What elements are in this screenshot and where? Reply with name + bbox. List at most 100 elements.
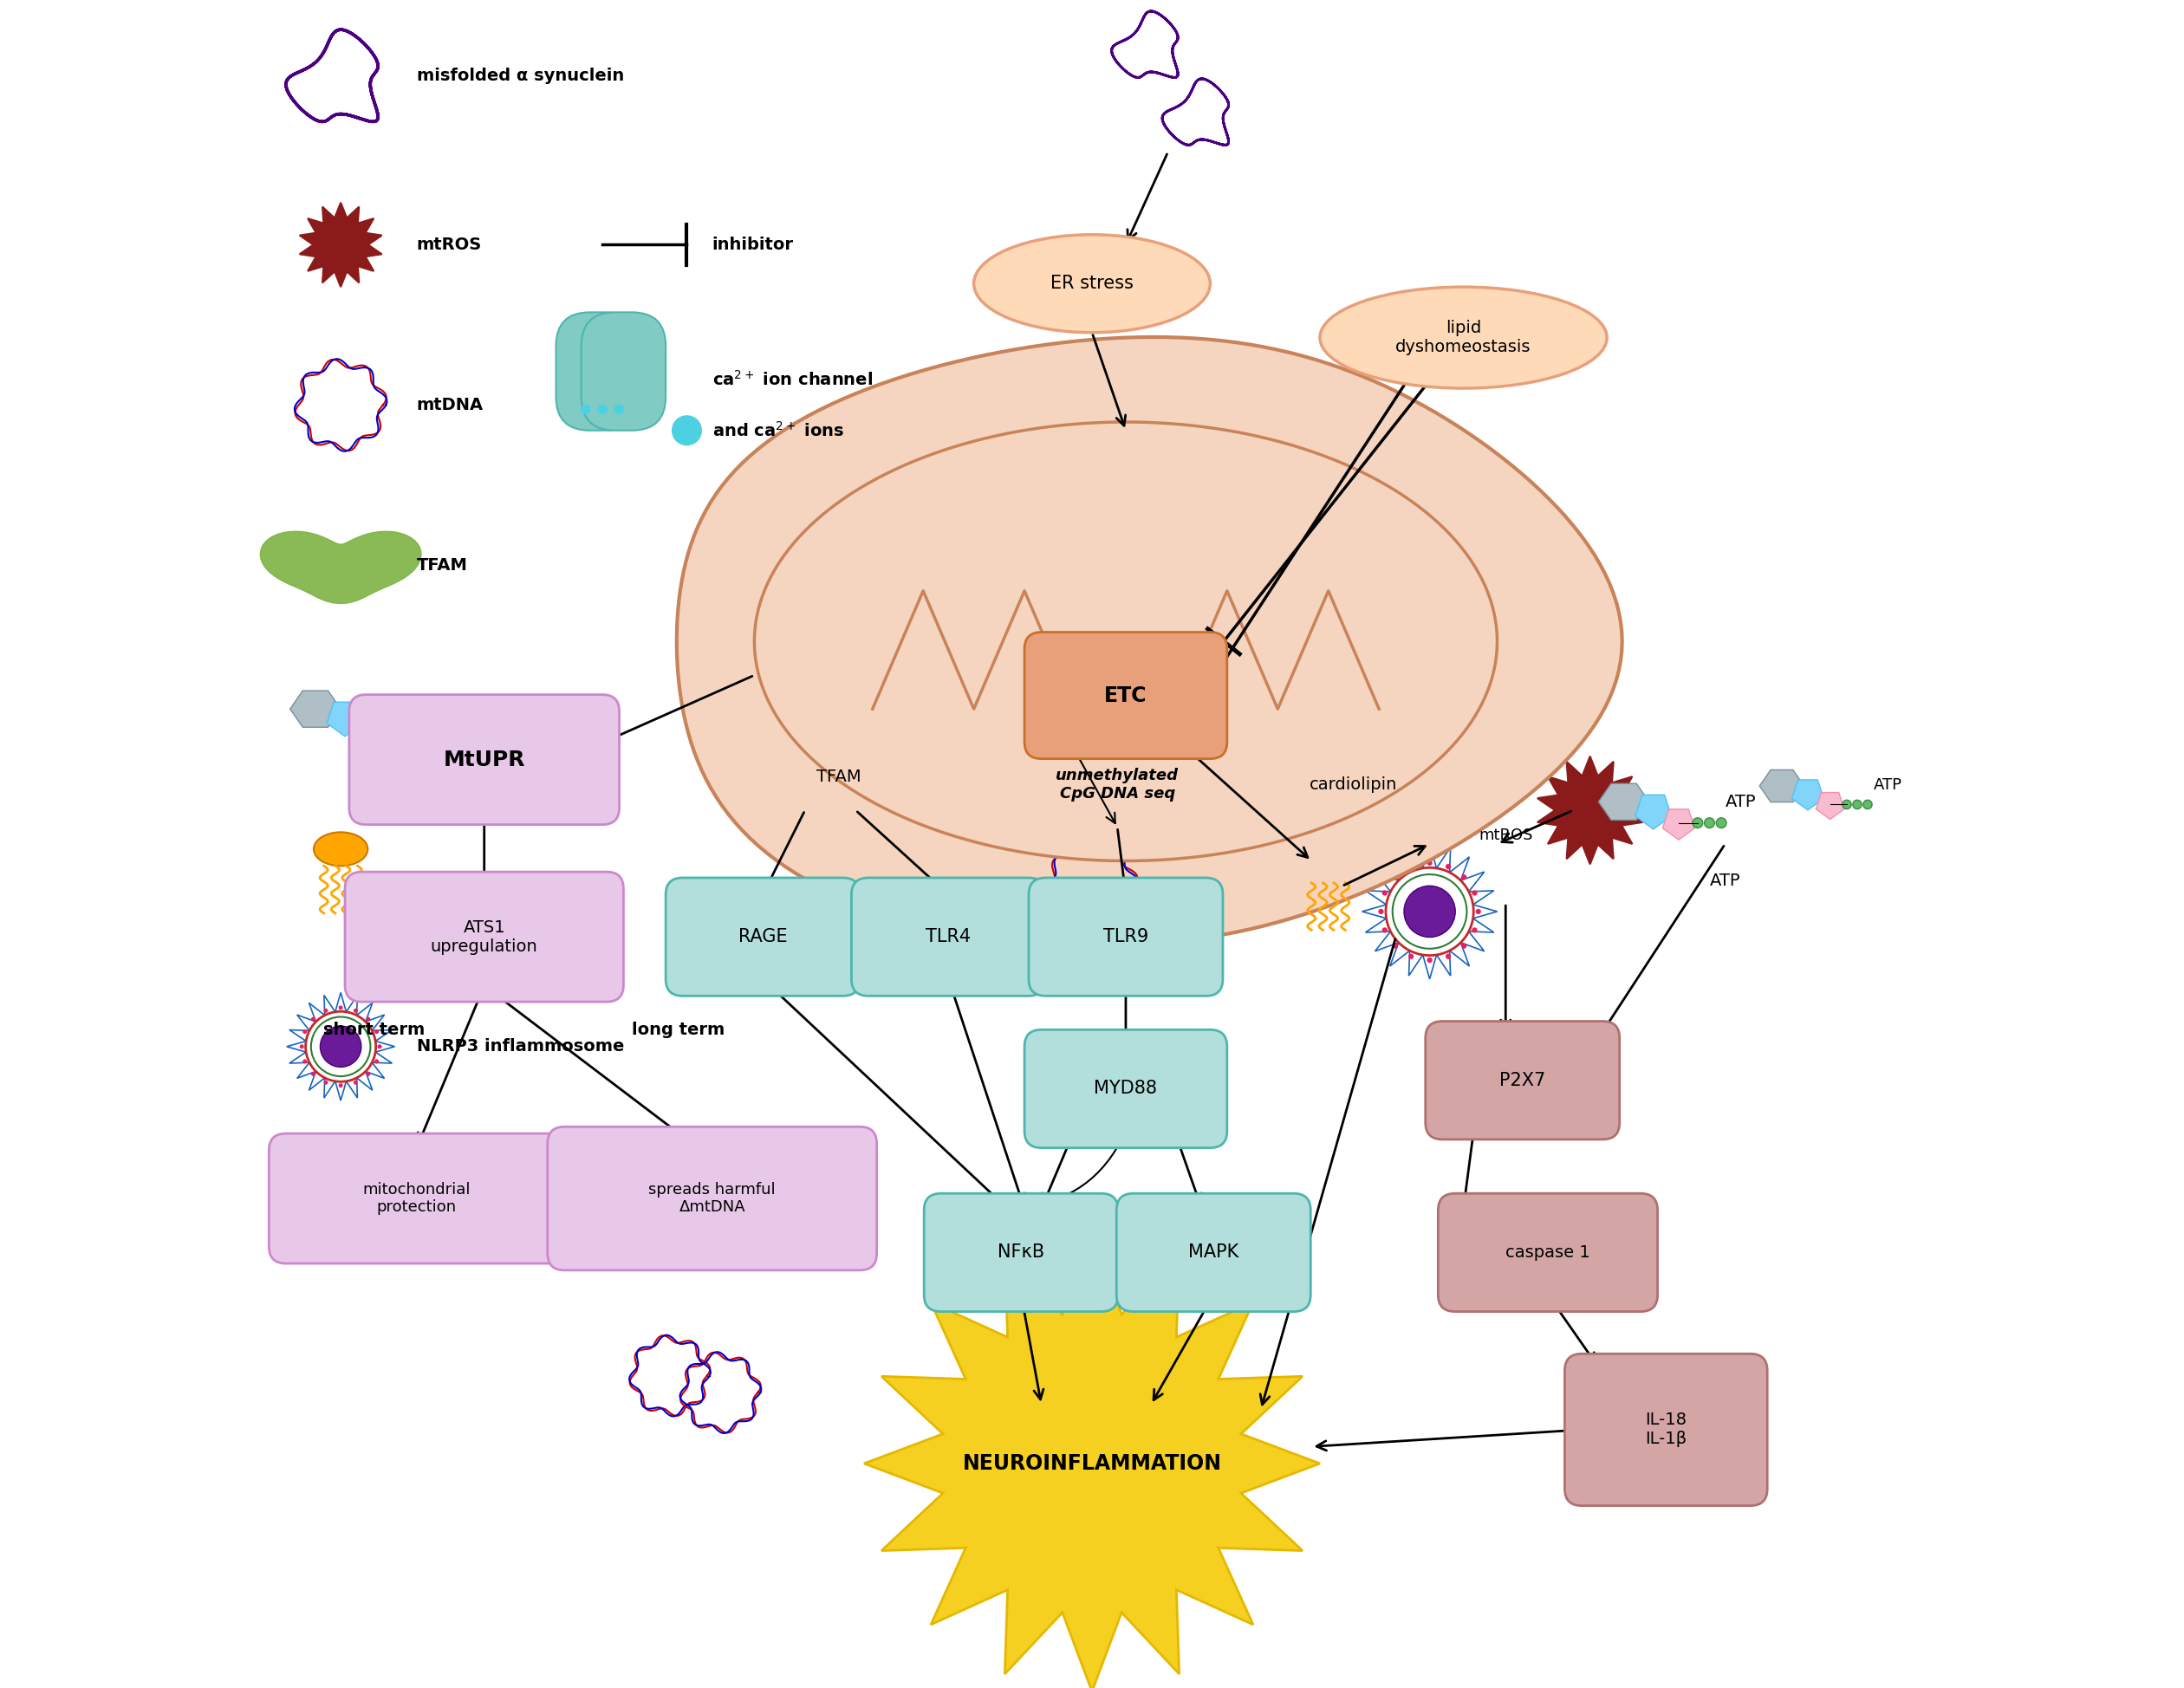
Text: caspase 1: caspase 1 <box>1505 1244 1590 1261</box>
Circle shape <box>367 1072 371 1077</box>
Text: ATP: ATP <box>1710 873 1741 890</box>
Circle shape <box>304 1030 308 1033</box>
FancyBboxPatch shape <box>349 694 620 824</box>
Circle shape <box>865 810 898 844</box>
Circle shape <box>373 1060 378 1063</box>
Circle shape <box>299 1045 304 1048</box>
Text: IL-18
IL-1β: IL-18 IL-1β <box>1645 1411 1686 1448</box>
Ellipse shape <box>1168 420 1219 452</box>
FancyBboxPatch shape <box>860 684 943 802</box>
Polygon shape <box>299 203 382 287</box>
Text: NEUROINFLAMMATION: NEUROINFLAMMATION <box>963 1453 1221 1474</box>
Text: mtROS: mtROS <box>1479 827 1533 844</box>
Text: TLR9: TLR9 <box>1103 928 1149 945</box>
Text: mtROS: mtROS <box>417 236 483 253</box>
Text: ca$^{2+}$ ion channel: ca$^{2+}$ ion channel <box>712 370 871 390</box>
Circle shape <box>354 1008 358 1013</box>
FancyBboxPatch shape <box>548 1128 876 1271</box>
Text: RAGE: RAGE <box>738 928 786 945</box>
Circle shape <box>1704 817 1714 827</box>
Circle shape <box>1409 864 1413 869</box>
Polygon shape <box>1214 510 1306 604</box>
Ellipse shape <box>1302 849 1356 883</box>
Text: ATP: ATP <box>1874 776 1902 793</box>
FancyBboxPatch shape <box>1116 1193 1310 1312</box>
Polygon shape <box>290 690 341 728</box>
Circle shape <box>581 403 590 415</box>
Circle shape <box>1160 523 1192 557</box>
Circle shape <box>1105 511 1118 525</box>
Circle shape <box>408 724 417 734</box>
Polygon shape <box>677 338 1623 945</box>
Circle shape <box>1404 886 1455 937</box>
Text: long term: long term <box>631 1021 725 1038</box>
Circle shape <box>1426 957 1433 962</box>
Circle shape <box>924 608 957 641</box>
Text: P2X7: P2X7 <box>1500 1072 1546 1089</box>
Circle shape <box>384 724 395 734</box>
Circle shape <box>858 775 869 785</box>
Polygon shape <box>793 506 952 577</box>
Circle shape <box>1863 800 1872 809</box>
Circle shape <box>1393 874 1398 879</box>
Text: spreads harmful
ΔmtDNA: spreads harmful ΔmtDNA <box>649 1182 775 1215</box>
Polygon shape <box>753 422 1498 861</box>
Text: ETC: ETC <box>1105 685 1147 706</box>
Circle shape <box>1147 511 1160 525</box>
Circle shape <box>1472 927 1476 933</box>
Text: MAPK: MAPK <box>1188 1244 1238 1261</box>
Circle shape <box>310 1016 314 1021</box>
Text: ER stress: ER stress <box>1051 275 1133 292</box>
Text: inhibitor: inhibitor <box>712 236 793 253</box>
Polygon shape <box>260 532 422 603</box>
Circle shape <box>323 1008 328 1013</box>
Text: and ca$^{2+}$ ions: and ca$^{2+}$ ions <box>712 420 843 441</box>
Ellipse shape <box>900 719 948 748</box>
Circle shape <box>310 1072 314 1077</box>
Circle shape <box>354 1080 358 1085</box>
Circle shape <box>1382 927 1387 933</box>
Ellipse shape <box>974 235 1210 333</box>
Circle shape <box>1472 890 1476 896</box>
Text: lipid
dyshomeostasis: lipid dyshomeostasis <box>1396 319 1531 356</box>
Text: mtDNA: mtDNA <box>417 397 483 414</box>
Polygon shape <box>1760 770 1804 802</box>
FancyBboxPatch shape <box>1564 1354 1767 1506</box>
Circle shape <box>1446 954 1450 959</box>
FancyBboxPatch shape <box>1029 878 1223 996</box>
FancyBboxPatch shape <box>1083 408 1171 537</box>
Polygon shape <box>1636 795 1671 829</box>
Circle shape <box>614 403 625 415</box>
Text: TLR4: TLR4 <box>926 928 972 945</box>
FancyBboxPatch shape <box>345 871 622 1003</box>
FancyBboxPatch shape <box>1024 1030 1227 1148</box>
Circle shape <box>373 1030 378 1033</box>
Polygon shape <box>354 716 387 746</box>
Circle shape <box>1461 874 1468 879</box>
Polygon shape <box>1791 780 1824 810</box>
Circle shape <box>876 775 887 785</box>
Circle shape <box>395 724 406 734</box>
Polygon shape <box>865 1236 1319 1688</box>
Circle shape <box>1843 800 1852 809</box>
Ellipse shape <box>314 832 367 866</box>
Circle shape <box>339 1006 343 1009</box>
Circle shape <box>1461 944 1468 949</box>
Text: ATP: ATP <box>1725 793 1756 810</box>
Text: misfolded α synuclein: misfolded α synuclein <box>417 68 625 84</box>
Text: ATP: ATP <box>417 717 452 734</box>
Circle shape <box>1717 817 1725 827</box>
Circle shape <box>323 1080 328 1085</box>
Circle shape <box>821 793 856 827</box>
FancyBboxPatch shape <box>1437 1193 1658 1312</box>
Text: cardiolipin: cardiolipin <box>1310 776 1398 793</box>
FancyBboxPatch shape <box>1114 408 1201 537</box>
Text: TFAM: TFAM <box>817 768 860 785</box>
Circle shape <box>1075 574 1109 608</box>
Circle shape <box>304 1060 308 1063</box>
Ellipse shape <box>965 420 1016 452</box>
Polygon shape <box>1815 792 1843 819</box>
Text: mitochondrial
protection: mitochondrial protection <box>363 1182 470 1215</box>
Circle shape <box>1852 800 1861 809</box>
Text: short term: short term <box>323 1021 426 1038</box>
